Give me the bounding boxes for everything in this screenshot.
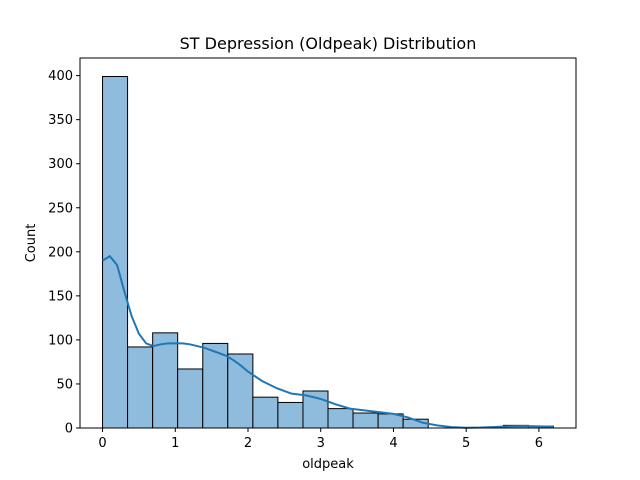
x-tick-label-2: 2 xyxy=(244,436,252,451)
y-tick-label-8: 400 xyxy=(48,69,73,84)
x-tick-label-0: 0 xyxy=(98,436,106,451)
x-tick-label-6: 6 xyxy=(535,436,543,451)
bar-9 xyxy=(327,408,354,429)
y-tick-label-0: 0 xyxy=(65,422,73,437)
axes-frame xyxy=(79,57,577,429)
x-tick-label-1: 1 xyxy=(171,436,179,451)
x-tick-label-4: 4 xyxy=(389,436,397,451)
bar-0 xyxy=(102,76,129,429)
bar-10 xyxy=(352,412,379,429)
y-tick-label-3: 150 xyxy=(48,289,73,304)
x-axis-label: oldpeak xyxy=(302,457,354,472)
y-tick-label-5: 250 xyxy=(48,201,73,216)
bar-2 xyxy=(152,332,179,429)
x-axis-ticks: 0 1 2 3 4 5 6 xyxy=(98,428,543,451)
bar-1 xyxy=(127,346,154,429)
bar-7 xyxy=(277,401,304,429)
x-tick-label-3: 3 xyxy=(317,436,325,451)
bar-3 xyxy=(177,368,204,429)
y-axis-label: Count xyxy=(24,224,39,263)
y-tick-label-6: 300 xyxy=(48,157,73,172)
chart-title: ST Depression (Oldpeak) Distribution xyxy=(180,34,477,53)
y-tick-label-2: 100 xyxy=(48,333,73,348)
y-tick-label-1: 50 xyxy=(56,377,73,392)
bars-group xyxy=(102,76,554,429)
y-tick-label-7: 350 xyxy=(48,113,73,128)
bar-6 xyxy=(252,396,279,429)
y-tick-label-4: 200 xyxy=(48,245,73,260)
x-tick-label-5: 5 xyxy=(462,436,470,451)
kde-curve xyxy=(102,254,554,429)
y-axis-ticks: 0 50 100 150 200 250 300 350 400 xyxy=(48,69,80,437)
bar-4 xyxy=(202,342,229,429)
